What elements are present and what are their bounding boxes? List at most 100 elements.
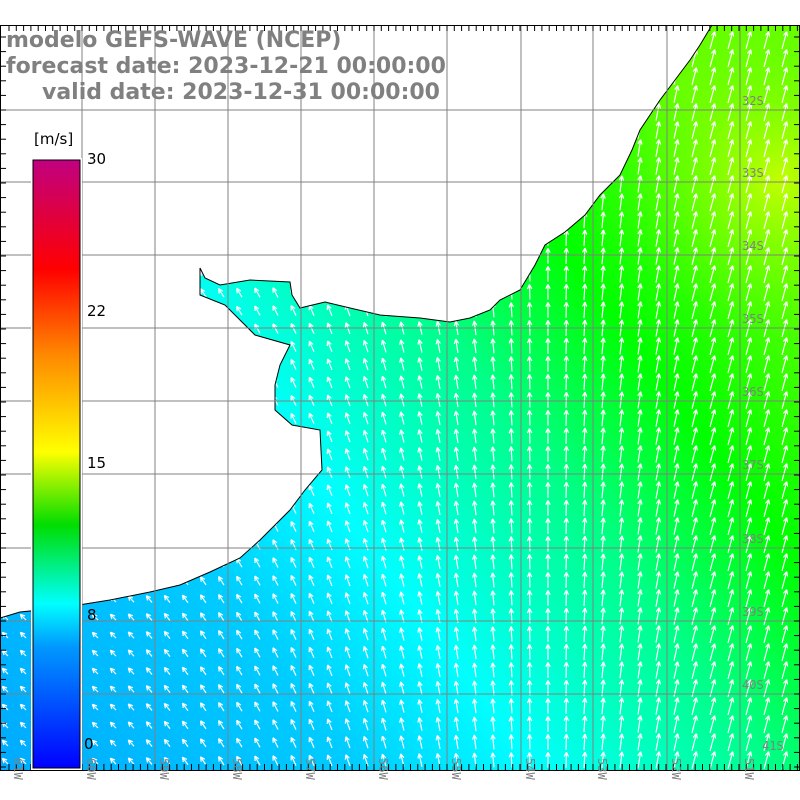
wind-arrow — [763, 535, 771, 554]
wind-arrow — [655, 463, 662, 481]
wind-arrow — [655, 355, 662, 373]
wind-arrow — [655, 175, 662, 193]
wind-arrow — [344, 34, 351, 47]
wind-arrow — [19, 577, 27, 585]
wind-arrow — [508, 734, 515, 750]
wind-arrow — [308, 196, 315, 209]
wind-arrow — [581, 229, 588, 247]
wind-arrow — [163, 216, 171, 225]
wind-arrow — [290, 196, 297, 208]
wind-arrow — [435, 375, 441, 389]
wind-arrow — [490, 716, 496, 732]
wind-arrow — [618, 661, 625, 679]
wind-arrow — [181, 216, 189, 226]
wind-arrow — [472, 428, 478, 444]
wind-arrow — [91, 379, 99, 387]
wind-arrow — [19, 433, 27, 441]
wind-arrow — [637, 499, 643, 517]
wind-arrow — [600, 355, 606, 373]
wind-arrow — [254, 449, 261, 460]
wind-arrow — [637, 49, 643, 67]
wind-arrow — [308, 214, 315, 227]
wind-arrow — [399, 267, 405, 281]
wind-arrow — [691, 193, 698, 212]
wind-arrow — [763, 373, 771, 392]
wind-arrow — [127, 703, 135, 711]
wind-arrow — [545, 482, 551, 498]
wind-arrow — [290, 646, 297, 658]
wind-arrow — [435, 573, 441, 587]
wind-arrow — [673, 301, 680, 319]
wind-arrow — [380, 447, 387, 461]
wind-arrow — [362, 357, 369, 371]
wind-arrow — [199, 684, 207, 694]
lon-label: 61W — [11, 758, 25, 780]
wind-arrow — [417, 159, 423, 173]
wind-arrow — [326, 520, 333, 533]
wind-arrow — [472, 338, 478, 354]
wind-arrow — [563, 445, 570, 462]
wind-arrow — [637, 409, 643, 427]
wind-arrow — [417, 699, 423, 713]
wind-arrow — [691, 499, 698, 518]
wind-arrow — [655, 229, 662, 247]
wind-arrow — [326, 502, 333, 515]
wind-arrow — [709, 103, 717, 122]
wind-arrow — [637, 157, 643, 175]
wind-arrow — [417, 573, 423, 587]
wind-arrow — [290, 610, 297, 622]
wind-arrow — [91, 343, 99, 351]
wind-arrow — [526, 554, 533, 570]
wind-arrow — [745, 661, 753, 680]
wind-arrow — [435, 537, 441, 551]
wind-arrow — [127, 271, 135, 279]
wind-arrow — [763, 409, 771, 428]
wind-arrow — [236, 719, 243, 730]
wind-arrow — [181, 702, 189, 712]
wind-arrow — [380, 105, 387, 119]
wind-arrow — [563, 283, 570, 300]
wind-arrow — [435, 213, 441, 227]
wind-arrow — [600, 697, 606, 715]
wind-arrow — [127, 613, 135, 621]
wind-arrow — [109, 271, 117, 279]
wind-arrow — [344, 376, 351, 389]
wind-arrow — [472, 482, 478, 498]
wind-arrow — [254, 179, 261, 190]
wind-arrow — [127, 721, 135, 729]
wind-arrow — [199, 630, 207, 640]
wind-arrow — [472, 248, 478, 264]
wind-arrow — [508, 716, 515, 732]
wind-arrow — [399, 573, 405, 587]
wind-arrow — [362, 753, 369, 767]
wind-arrow — [217, 306, 225, 316]
wind-arrow — [472, 752, 478, 768]
wind-arrow — [19, 289, 27, 297]
wind-arrow — [563, 211, 570, 228]
wind-arrow — [526, 626, 533, 642]
wind-arrow — [344, 358, 351, 371]
latitude-labels: 32S 33S 34S 35S 36S 37S 38S 39S 40S 41S — [742, 94, 784, 753]
wind-arrow — [490, 266, 496, 282]
wind-arrow — [563, 589, 570, 606]
wind-arrow — [600, 211, 606, 229]
wind-arrow — [508, 680, 515, 696]
wind-arrow — [326, 178, 333, 191]
wind-arrow — [545, 194, 551, 210]
wind-arrow — [545, 572, 551, 588]
wind-arrow — [380, 177, 387, 191]
wind-arrow — [19, 145, 27, 153]
wind-arrow — [380, 411, 387, 425]
wind-arrow — [618, 355, 625, 373]
wind-arrow — [745, 715, 753, 734]
wind-arrow — [600, 157, 606, 175]
wind-arrow — [399, 627, 405, 641]
wind-arrow — [618, 625, 625, 643]
wind-arrow — [290, 484, 297, 496]
wind-arrow — [362, 555, 369, 569]
wind-arrow — [691, 337, 698, 356]
wind-arrow — [526, 644, 533, 660]
wind-arrow — [435, 699, 441, 713]
wind-arrow — [563, 625, 570, 642]
wind-arrow — [344, 682, 351, 695]
